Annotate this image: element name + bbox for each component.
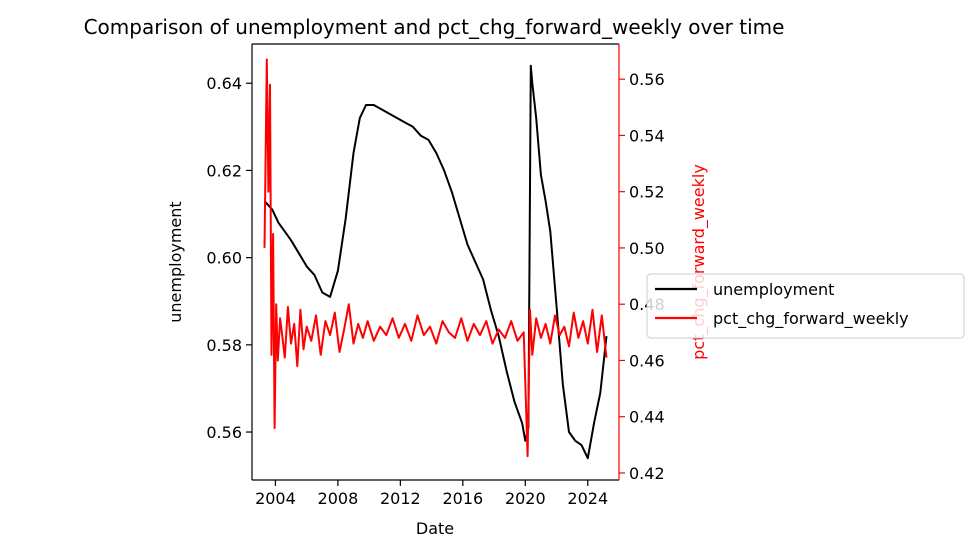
series-line-pct-chg-forward-weekly <box>263 58 608 458</box>
x-tick-label: 2008 <box>318 489 359 508</box>
x-tick-label: 2012 <box>380 489 421 508</box>
axes-layer <box>251 43 620 481</box>
x-tick-label: 2020 <box>505 489 546 508</box>
y-left-tick-label: 0.56 <box>206 423 242 442</box>
x-axis-label: Date <box>416 519 454 538</box>
legend: unemployment pct_chg_forward_weekly <box>646 273 965 339</box>
chart-title: Comparison of unemployment and pct_chg_f… <box>84 15 785 39</box>
legend-label-pct-chg-forward-weekly: pct_chg_forward_weekly <box>713 309 909 329</box>
y-left-tick-label: 0.58 <box>206 336 242 355</box>
series-layer <box>263 58 608 460</box>
x-tick-label: 2004 <box>255 489 296 508</box>
x-tick-label: 2024 <box>567 489 608 508</box>
legend-label-unemployment: unemployment <box>713 280 834 299</box>
legend-frame <box>646 273 965 339</box>
y-right-tick-label: 0.56 <box>629 70 665 89</box>
ticks-layer: 2004 2008 2012 2016 2020 2024 0.56 0.58 0.60 0.62… <box>206 70 664 508</box>
y-axis-label-left: unemployment <box>166 201 185 322</box>
y-left-tick-label: 0.60 <box>206 249 242 268</box>
y-right-tick-label: 0.42 <box>629 464 665 483</box>
y-left-tick-label: 0.64 <box>206 74 242 93</box>
y-right-tick-label: 0.46 <box>629 351 665 370</box>
x-tick-label: 2016 <box>442 489 483 508</box>
y-right-tick-label: 0.50 <box>629 239 665 258</box>
y-left-tick-label: 0.62 <box>206 161 242 180</box>
y-right-tick-label: 0.54 <box>629 126 665 145</box>
series-line-unemployment <box>263 64 608 460</box>
y-right-tick-label: 0.52 <box>629 183 665 202</box>
y-right-tick-label: 0.44 <box>629 408 665 427</box>
